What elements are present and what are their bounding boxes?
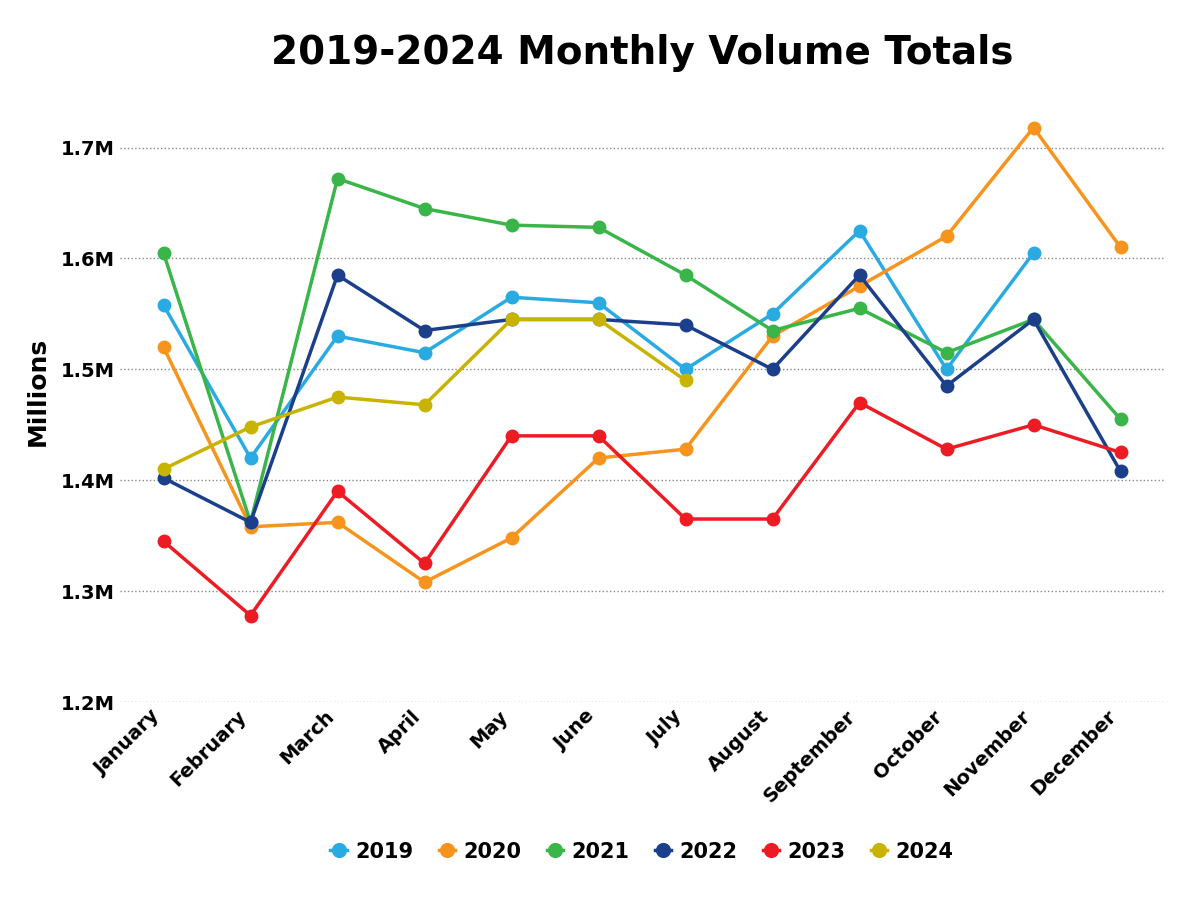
2023 [678, 514, 692, 525]
2024 [504, 314, 518, 325]
2021 [766, 325, 780, 336]
Line: 2024: 2024 [157, 313, 691, 475]
2020 [852, 281, 866, 292]
2022 [678, 320, 692, 330]
2019 [852, 225, 866, 236]
2019 [678, 364, 692, 374]
2021 [504, 220, 518, 230]
2023 [418, 558, 432, 569]
2021 [592, 222, 606, 233]
2023 [1026, 419, 1040, 430]
2020 [592, 453, 606, 464]
2021 [330, 173, 344, 184]
2023 [1114, 447, 1128, 458]
2019 [766, 309, 780, 320]
2023 [156, 536, 170, 546]
2024 [678, 375, 692, 386]
2023 [504, 430, 518, 441]
2023 [592, 430, 606, 441]
Line: 2023: 2023 [157, 396, 1127, 622]
2022 [244, 517, 258, 527]
Line: 2019: 2019 [157, 224, 1039, 464]
2024 [244, 421, 258, 432]
2021 [244, 517, 258, 527]
Title: 2019-2024 Monthly Volume Totals: 2019-2024 Monthly Volume Totals [271, 34, 1013, 72]
Legend: 2019, 2020, 2021, 2022, 2023, 2024: 2019, 2020, 2021, 2022, 2023, 2024 [322, 833, 962, 870]
2021 [852, 303, 866, 314]
2022 [418, 325, 432, 336]
2022 [156, 472, 170, 483]
2024 [330, 392, 344, 402]
2022 [330, 270, 344, 281]
2020 [504, 533, 518, 544]
2019 [156, 300, 170, 310]
2021 [418, 203, 432, 214]
2019 [330, 330, 344, 341]
2020 [1026, 122, 1040, 133]
2019 [592, 297, 606, 308]
2020 [330, 517, 344, 527]
2020 [156, 342, 170, 353]
2024 [592, 314, 606, 325]
2024 [418, 400, 432, 410]
2022 [504, 314, 518, 325]
2019 [1026, 248, 1040, 258]
2022 [940, 381, 954, 392]
2023 [766, 514, 780, 525]
2020 [678, 444, 692, 454]
2021 [1114, 414, 1128, 425]
2020 [766, 330, 780, 341]
2021 [1026, 314, 1040, 325]
2019 [418, 347, 432, 358]
2019 [940, 364, 954, 374]
Line: 2020: 2020 [157, 122, 1127, 589]
2022 [852, 270, 866, 281]
2020 [418, 577, 432, 588]
2024 [156, 464, 170, 474]
2023 [244, 610, 258, 621]
2021 [678, 270, 692, 281]
Y-axis label: Millions: Millions [26, 337, 50, 446]
Line: 2021: 2021 [157, 172, 1127, 528]
2022 [1114, 466, 1128, 477]
2019 [504, 292, 518, 302]
2021 [940, 347, 954, 358]
2022 [592, 314, 606, 325]
Line: 2022: 2022 [157, 269, 1127, 528]
2022 [766, 364, 780, 374]
2020 [1114, 242, 1128, 253]
2020 [940, 230, 954, 241]
2022 [1026, 314, 1040, 325]
2023 [852, 397, 866, 408]
2023 [940, 444, 954, 454]
2021 [156, 248, 170, 258]
2019 [244, 453, 258, 464]
2020 [244, 521, 258, 532]
2023 [330, 486, 344, 497]
